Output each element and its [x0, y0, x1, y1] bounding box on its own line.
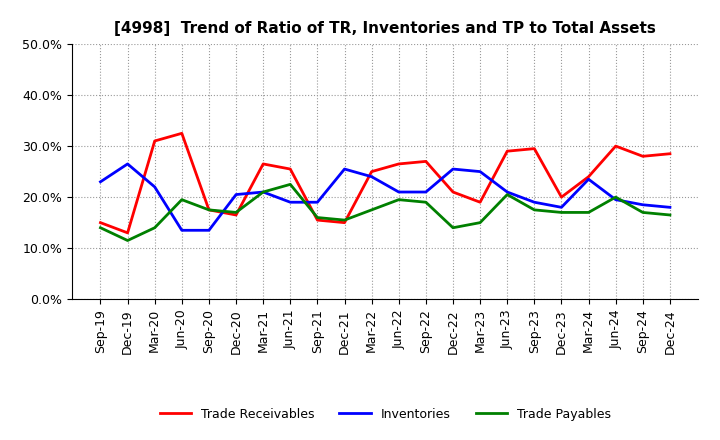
Trade Receivables: [449, 189, 457, 194]
Inventories: [639, 202, 647, 207]
Trade Receivables: [367, 169, 376, 174]
Inventories: [530, 200, 539, 205]
Trade Receivables: [178, 131, 186, 136]
Trade Payables: [150, 225, 159, 231]
Trade Payables: [421, 200, 430, 205]
Inventories: [421, 189, 430, 194]
Trade Payables: [204, 207, 213, 213]
Trade Receivables: [557, 194, 566, 200]
Trade Receivables: [584, 174, 593, 180]
Legend: Trade Receivables, Inventories, Trade Payables: Trade Receivables, Inventories, Trade Pa…: [155, 403, 616, 425]
Trade Payables: [557, 210, 566, 215]
Inventories: [611, 197, 620, 202]
Inventories: [232, 192, 240, 197]
Trade Receivables: [341, 220, 349, 225]
Inventories: [259, 189, 268, 194]
Trade Receivables: [232, 213, 240, 218]
Inventories: [449, 166, 457, 172]
Line: Inventories: Inventories: [101, 164, 670, 230]
Inventories: [286, 200, 294, 205]
Trade Receivables: [395, 161, 403, 167]
Trade Payables: [503, 192, 511, 197]
Trade Receivables: [665, 151, 674, 156]
Trade Payables: [367, 207, 376, 213]
Inventories: [395, 189, 403, 194]
Trade Receivables: [530, 146, 539, 151]
Trade Payables: [449, 225, 457, 231]
Trade Receivables: [476, 200, 485, 205]
Inventories: [96, 179, 105, 184]
Trade Payables: [395, 197, 403, 202]
Trade Payables: [639, 210, 647, 215]
Line: Trade Receivables: Trade Receivables: [101, 133, 670, 233]
Inventories: [313, 200, 322, 205]
Trade Payables: [178, 197, 186, 202]
Trade Receivables: [313, 217, 322, 223]
Trade Receivables: [286, 166, 294, 172]
Trade Receivables: [150, 138, 159, 143]
Trade Payables: [232, 210, 240, 215]
Inventories: [123, 161, 132, 167]
Inventories: [503, 189, 511, 194]
Trade Receivables: [611, 143, 620, 149]
Trade Receivables: [421, 159, 430, 164]
Trade Receivables: [123, 230, 132, 235]
Trade Payables: [123, 238, 132, 243]
Trade Payables: [259, 189, 268, 194]
Trade Payables: [584, 210, 593, 215]
Inventories: [341, 166, 349, 172]
Trade Receivables: [503, 149, 511, 154]
Trade Receivables: [639, 154, 647, 159]
Trade Payables: [665, 213, 674, 218]
Inventories: [476, 169, 485, 174]
Inventories: [557, 205, 566, 210]
Trade Payables: [341, 217, 349, 223]
Trade Payables: [611, 194, 620, 200]
Trade Payables: [286, 182, 294, 187]
Trade Payables: [530, 207, 539, 213]
Inventories: [178, 227, 186, 233]
Trade Receivables: [259, 161, 268, 167]
Inventories: [367, 174, 376, 180]
Trade Payables: [476, 220, 485, 225]
Trade Payables: [313, 215, 322, 220]
Inventories: [584, 176, 593, 182]
Inventories: [204, 227, 213, 233]
Trade Receivables: [204, 207, 213, 213]
Line: Trade Payables: Trade Payables: [101, 184, 670, 241]
Trade Payables: [96, 225, 105, 231]
Title: [4998]  Trend of Ratio of TR, Inventories and TP to Total Assets: [4998] Trend of Ratio of TR, Inventories…: [114, 21, 656, 36]
Inventories: [150, 184, 159, 190]
Trade Receivables: [96, 220, 105, 225]
Inventories: [665, 205, 674, 210]
